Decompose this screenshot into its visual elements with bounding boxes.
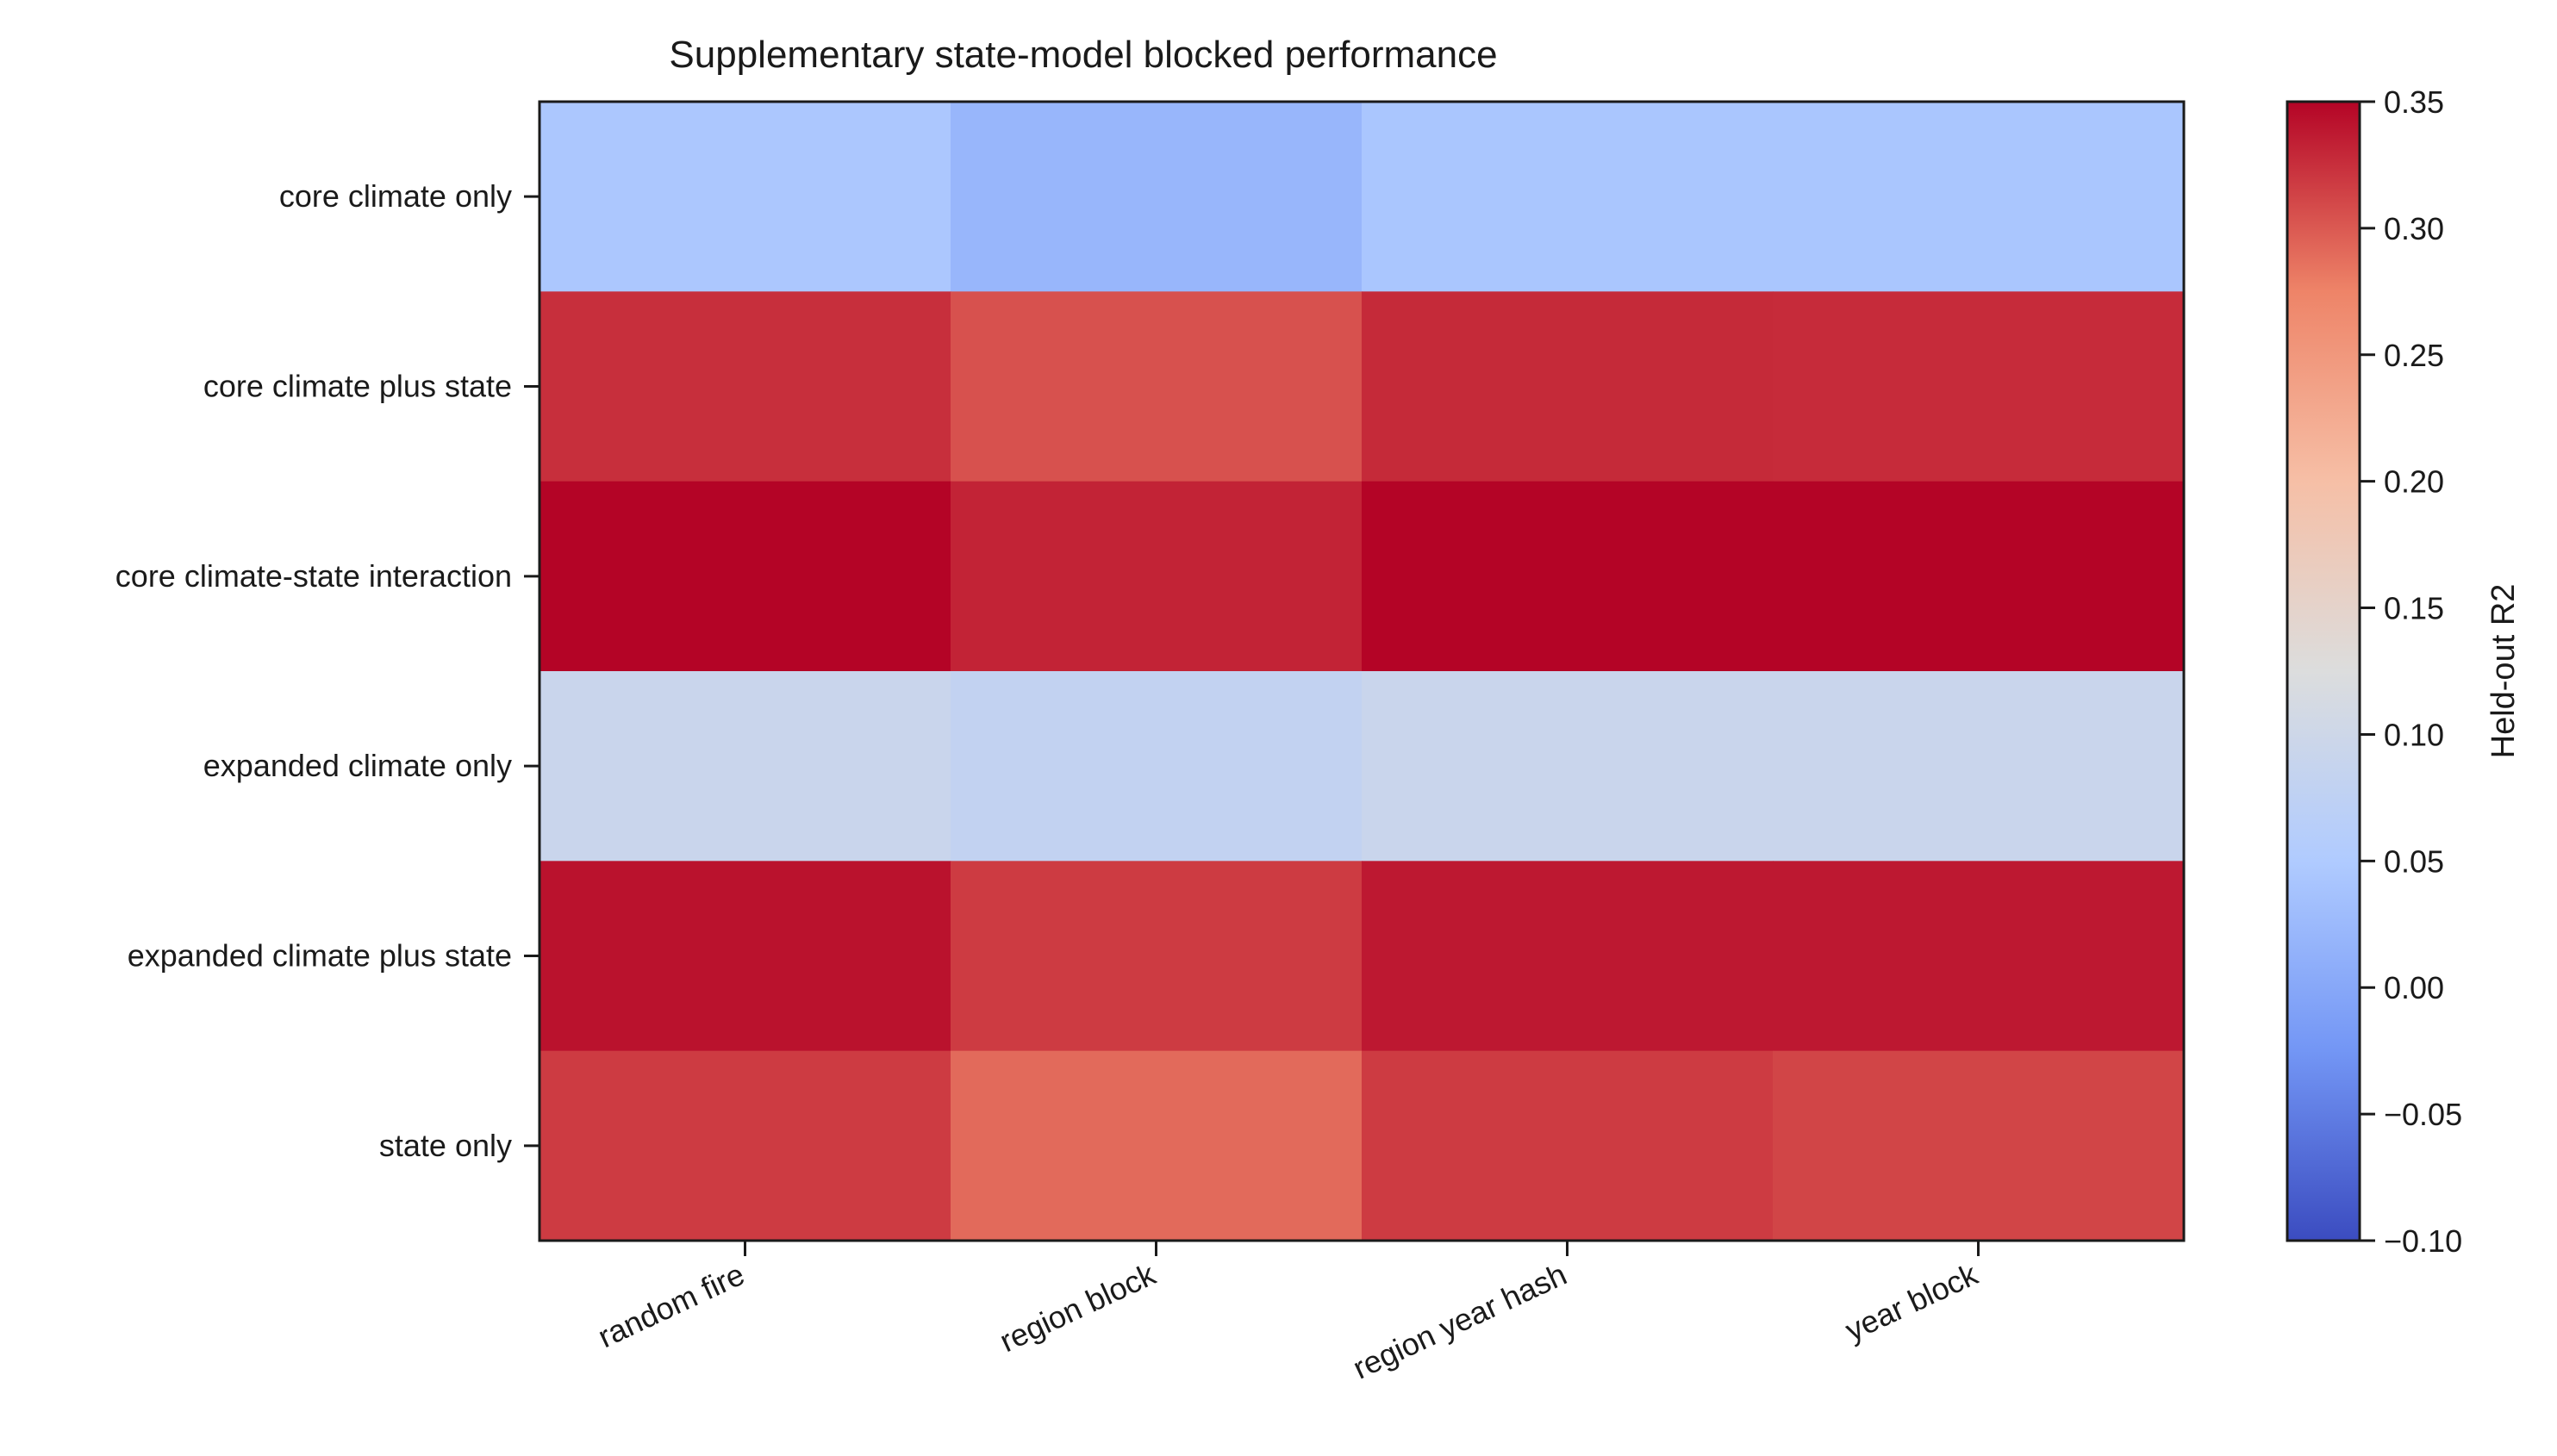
heatmap-cells bbox=[539, 102, 2185, 1241]
y-tick-label: core climate plus state bbox=[203, 369, 512, 404]
colorbar-axis: 0.35 0.30 0.25 0.20 0.15 0.10 0.05 0.00 −0.05 −0.… bbox=[2360, 84, 2462, 1259]
heatmap-cell bbox=[1362, 102, 1774, 292]
colorbar-tick-label: 0.00 bbox=[2384, 970, 2444, 1005]
y-tick-label: expanded climate only bbox=[203, 748, 512, 783]
colorbar-tick-label: 0.20 bbox=[2384, 464, 2444, 500]
heatmap-cell bbox=[539, 1050, 951, 1241]
colorbar bbox=[2286, 100, 2361, 1242]
heatmap-cell bbox=[1362, 481, 1774, 672]
heatmap-cell bbox=[951, 1050, 1363, 1241]
heatmap-cell bbox=[1362, 671, 1774, 862]
chart-title: Supplementary state-model blocked perfor… bbox=[669, 34, 1497, 76]
heatmap-cell bbox=[539, 861, 951, 1052]
y-tick-label: core climate only bbox=[279, 178, 512, 214]
heatmap-cell bbox=[539, 481, 951, 672]
heatmap-cell bbox=[951, 671, 1363, 862]
heatmap-cell bbox=[951, 861, 1363, 1052]
colorbar-tick-label: 0.35 bbox=[2384, 84, 2444, 120]
heatmap-cell bbox=[539, 102, 951, 292]
plot-frame bbox=[538, 100, 2186, 1242]
heatmap-cell bbox=[1362, 1050, 1774, 1241]
colorbar-tick-label: −0.10 bbox=[2384, 1223, 2462, 1259]
colorbar-label: Held-out R2 bbox=[2485, 584, 2522, 759]
y-tick-label: core climate-state interaction bbox=[115, 558, 512, 594]
x-tick-label: region year hash bbox=[1348, 1256, 1572, 1385]
colorbar-tick-label: 0.10 bbox=[2384, 717, 2444, 752]
heatmap-cell bbox=[539, 671, 951, 862]
colorbar-tick-label: −0.05 bbox=[2384, 1097, 2462, 1132]
heatmap-cell bbox=[951, 481, 1363, 672]
heatmap-cell bbox=[1773, 861, 2185, 1052]
heatmap-cell bbox=[1773, 481, 2185, 672]
x-tick-label: year block bbox=[1840, 1256, 1984, 1348]
x-tick-label: random fire bbox=[593, 1256, 750, 1354]
x-axis: random fire region block region year hash y… bbox=[593, 1241, 1984, 1386]
heatmap-cell bbox=[539, 291, 951, 482]
heatmap-cell bbox=[1362, 291, 1774, 482]
colorbar-tick-label: 0.25 bbox=[2384, 338, 2444, 373]
y-axis: core climate only core climate plus state… bbox=[115, 178, 539, 1163]
heatmap-cell bbox=[951, 291, 1363, 482]
colorbar-tick-label: 0.30 bbox=[2384, 211, 2444, 246]
heatmap-cell bbox=[1362, 861, 1774, 1052]
heatmap-cell bbox=[1773, 1050, 2185, 1241]
x-tick-label: region block bbox=[995, 1256, 1162, 1360]
heatmap-cell bbox=[951, 102, 1363, 292]
heatmap-cell bbox=[1773, 102, 2185, 292]
y-tick-label: state only bbox=[379, 1128, 512, 1163]
y-tick-label: expanded climate plus state bbox=[128, 938, 512, 974]
colorbar-tick-label: 0.15 bbox=[2384, 591, 2444, 626]
heatmap-cell bbox=[1773, 671, 2185, 862]
colorbar-tick-label: 0.05 bbox=[2384, 843, 2444, 879]
heatmap-cell bbox=[1773, 291, 2185, 482]
